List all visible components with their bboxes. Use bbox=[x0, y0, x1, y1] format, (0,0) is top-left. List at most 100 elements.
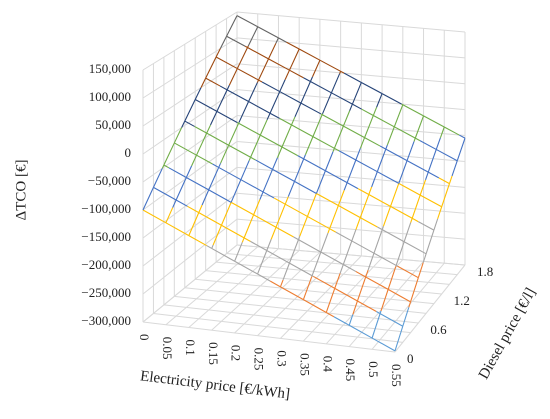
surface-line bbox=[219, 35, 228, 49]
surface-line bbox=[212, 163, 219, 168]
surface bbox=[142, 15, 466, 352]
surface-line bbox=[300, 81, 311, 104]
surface-line bbox=[439, 126, 445, 138]
surface-line bbox=[367, 253, 375, 271]
surface-line bbox=[302, 276, 313, 300]
surface-line bbox=[451, 160, 458, 177]
surface-line bbox=[398, 182, 421, 196]
surface-line bbox=[212, 225, 222, 246]
x-tick-label: 0.15 bbox=[206, 342, 221, 365]
grid-line bbox=[142, 115, 238, 183]
surface-line bbox=[427, 171, 440, 179]
surface-line bbox=[234, 241, 243, 262]
grid-line bbox=[142, 218, 238, 295]
surface-line bbox=[196, 132, 208, 156]
surface-line bbox=[410, 218, 413, 223]
surface-line bbox=[259, 191, 264, 200]
surface-line bbox=[186, 176, 210, 191]
surface-line bbox=[275, 226, 294, 238]
surface-line bbox=[279, 79, 286, 92]
surface-line bbox=[310, 81, 332, 94]
surface-line bbox=[215, 56, 238, 70]
surface-line bbox=[343, 182, 348, 191]
surface-line bbox=[329, 228, 337, 233]
surface-line bbox=[351, 240, 375, 254]
surface-line bbox=[281, 146, 298, 157]
surface-line bbox=[394, 326, 404, 352]
surface-line bbox=[380, 289, 389, 312]
surface-line bbox=[422, 253, 427, 263]
z-tick-label: −150,000 bbox=[81, 229, 131, 244]
surface-line bbox=[191, 154, 198, 167]
surface-line bbox=[293, 236, 299, 241]
surface-line bbox=[269, 91, 281, 114]
grid-line bbox=[257, 253, 341, 336]
surface-line bbox=[280, 286, 304, 301]
surface-line bbox=[387, 288, 411, 303]
surface-line bbox=[368, 194, 391, 207]
grid-line bbox=[236, 244, 466, 266]
surface-line bbox=[208, 189, 232, 203]
surface-line bbox=[381, 229, 405, 243]
surface-line bbox=[395, 264, 398, 267]
z-tick-label: −50,000 bbox=[88, 173, 131, 188]
surface-line bbox=[206, 245, 212, 249]
surface-line bbox=[266, 250, 290, 264]
surface-line bbox=[206, 132, 229, 146]
surface-line bbox=[423, 115, 445, 128]
grid-line bbox=[142, 192, 238, 267]
grid-line bbox=[234, 251, 321, 334]
surface-line bbox=[282, 262, 290, 280]
surface-line bbox=[284, 196, 289, 205]
surface-line bbox=[238, 101, 250, 123]
surface-line bbox=[278, 37, 287, 43]
surface-line bbox=[255, 159, 273, 170]
surface-line bbox=[303, 77, 311, 82]
surface-line bbox=[220, 202, 232, 226]
surface-line bbox=[419, 140, 437, 150]
z-tick-label: 50,000 bbox=[95, 117, 131, 132]
surface-line bbox=[279, 279, 284, 288]
surface-line bbox=[300, 102, 322, 115]
surface-line bbox=[348, 324, 373, 339]
surface-line bbox=[355, 217, 361, 230]
surface-line bbox=[303, 158, 326, 172]
surface-line bbox=[211, 247, 235, 262]
surface-line bbox=[311, 275, 314, 277]
z-tick-label: 0 bbox=[125, 145, 132, 160]
x-tick-label: 0.45 bbox=[343, 359, 358, 382]
x-tick-label: 0.5 bbox=[366, 361, 381, 377]
surface-line bbox=[236, 15, 258, 28]
surface-line bbox=[386, 126, 395, 146]
surface-line bbox=[161, 164, 165, 169]
surface-line bbox=[364, 137, 381, 147]
surface-line bbox=[303, 299, 327, 313]
grid-line bbox=[142, 141, 238, 211]
y-tick-label: 1.8 bbox=[477, 264, 493, 279]
surface-line bbox=[381, 226, 384, 230]
surface-line bbox=[281, 124, 292, 148]
surface-line bbox=[188, 212, 200, 236]
surface-line bbox=[403, 241, 427, 255]
x-axis-title: Electricity price [€/kWh] bbox=[139, 368, 291, 402]
surface-line bbox=[373, 229, 383, 254]
surface-line bbox=[338, 150, 357, 161]
surface-line bbox=[284, 69, 290, 80]
grid-line bbox=[153, 312, 403, 343]
surface-line bbox=[321, 114, 344, 127]
surface-line bbox=[257, 26, 279, 39]
surface-line bbox=[333, 125, 344, 149]
surface-line bbox=[205, 77, 221, 87]
surface-line bbox=[438, 177, 450, 185]
surface-line bbox=[142, 209, 167, 224]
surface-line bbox=[342, 110, 351, 127]
surface-line bbox=[425, 229, 435, 254]
surface-line bbox=[411, 217, 419, 223]
x-tick-label: 0.55 bbox=[389, 364, 404, 387]
surface-line bbox=[357, 188, 370, 196]
surface-line bbox=[211, 244, 214, 249]
surface-line bbox=[248, 157, 252, 161]
surface-line bbox=[312, 114, 323, 137]
x-tick-label: 0.1 bbox=[183, 339, 198, 355]
surface-line bbox=[241, 237, 245, 243]
